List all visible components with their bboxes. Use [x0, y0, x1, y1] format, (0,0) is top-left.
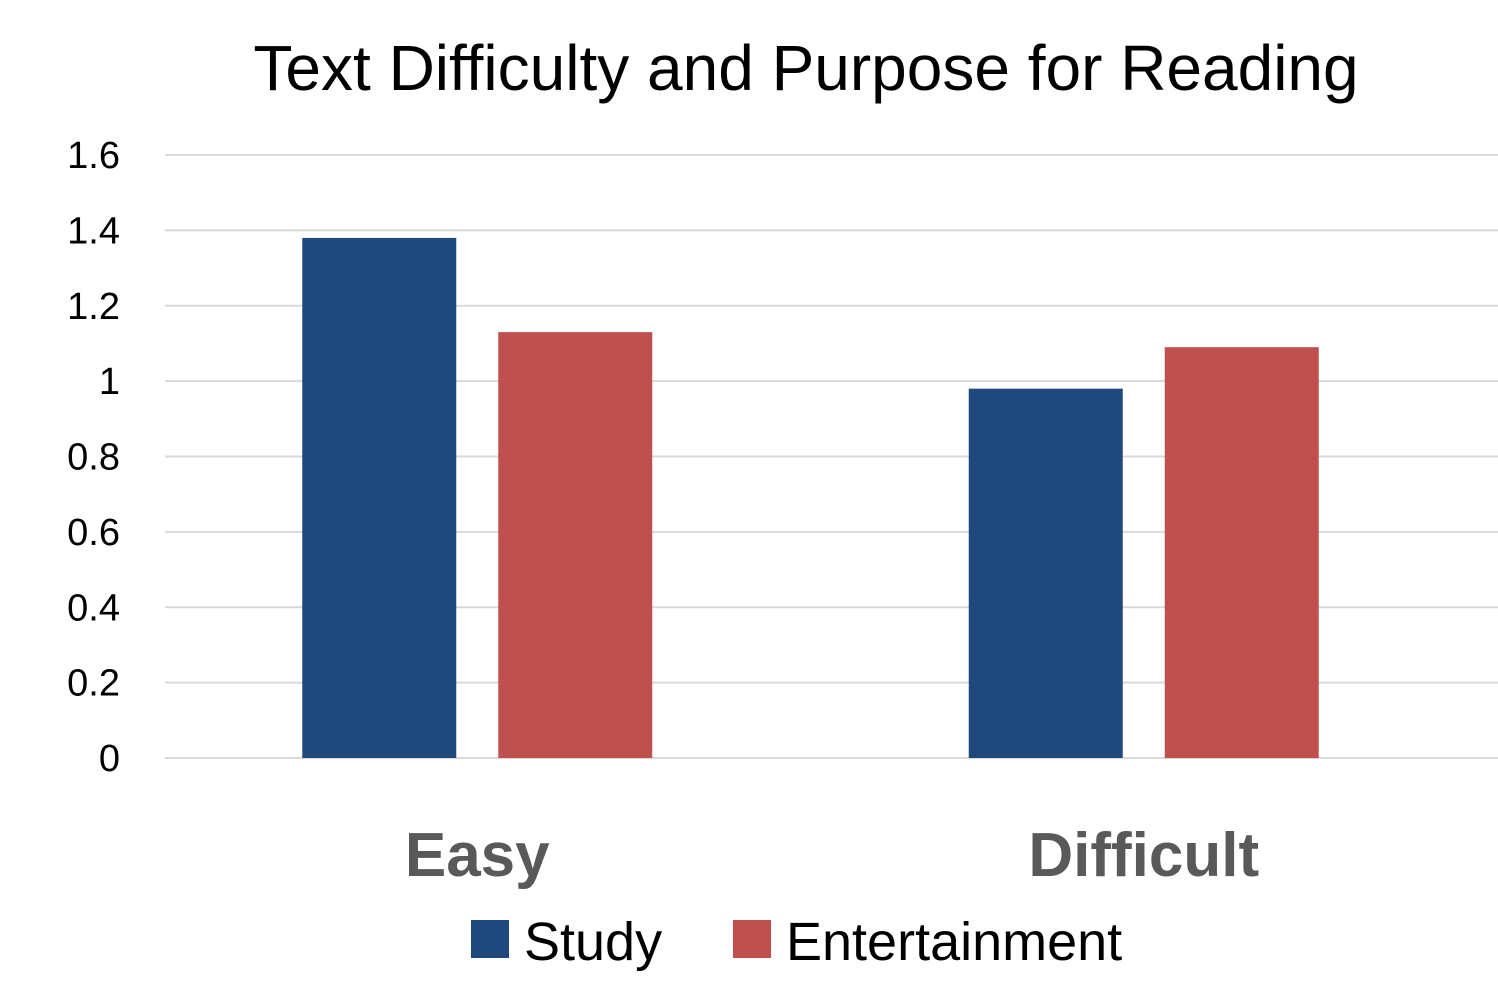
y-tick-label: 1 — [99, 361, 120, 403]
y-tick-label: 0.8 — [67, 437, 120, 479]
bar-study-easy — [302, 237, 457, 759]
bar-study-difficult — [968, 388, 1123, 758]
legend-swatch — [471, 920, 509, 958]
y-axis-tick-labels: 0 0.2 0.4 0.6 0.8 1 1.2 1.4 1.6 — [67, 135, 120, 780]
legend: Study Entertainment — [471, 912, 1122, 972]
y-tick-label: 0.2 — [67, 663, 120, 705]
bar-entertainment-difficult — [1164, 347, 1319, 758]
x-tick-label: Easy — [405, 821, 550, 890]
chart-title: Text Difficulty and Purpose for Reading — [253, 32, 1358, 104]
x-axis-category-labels: Easy Difficult — [405, 821, 1259, 890]
y-tick-label: 1.2 — [67, 286, 120, 328]
y-tick-label: 0 — [99, 738, 120, 780]
y-tick-label: 1.4 — [67, 210, 120, 252]
bars — [302, 237, 1319, 759]
legend-label: Study — [524, 912, 662, 972]
y-tick-label: 1.6 — [67, 135, 120, 177]
y-tick-label: 0.4 — [67, 587, 120, 629]
x-tick-label: Difficult — [1028, 821, 1259, 890]
legend-swatch — [733, 920, 771, 958]
bar-entertainment-easy — [498, 332, 653, 758]
legend-label: Entertainment — [786, 912, 1122, 972]
y-tick-label: 0.6 — [67, 512, 120, 554]
